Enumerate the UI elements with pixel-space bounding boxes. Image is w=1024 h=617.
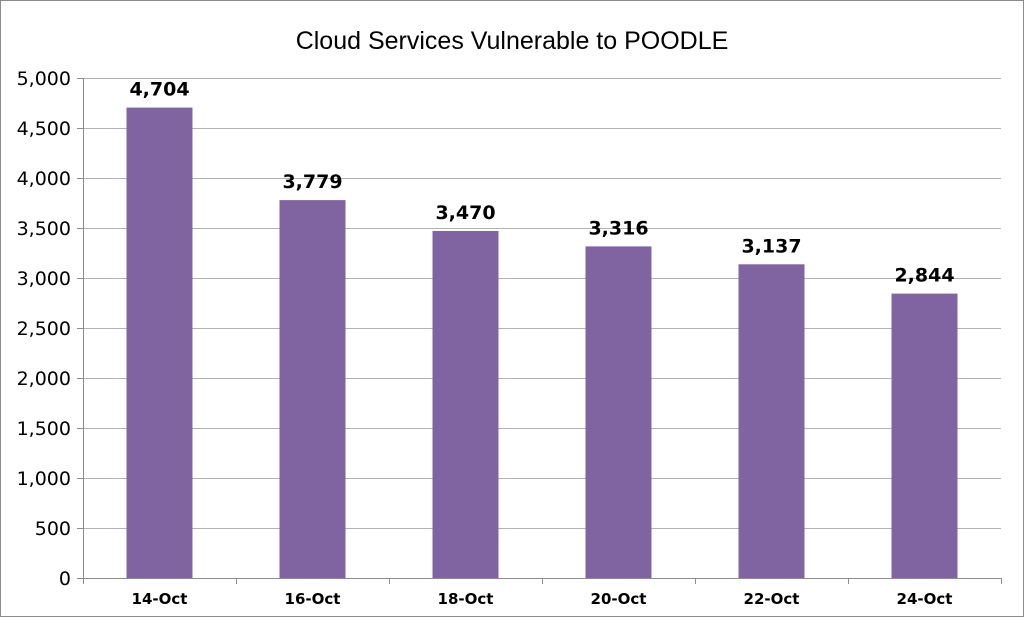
bars [126,107,958,578]
bar [279,200,346,578]
x-tick-label: 20-Oct [591,590,647,608]
y-tick-label: 2,000 [17,368,71,390]
x-axis-ticks: 14-Oct 16-Oct 18-Oct 20-Oct 22-Oct 24-Oct [83,578,1002,608]
y-tick-label: 1,500 [17,418,71,440]
bar [891,293,958,578]
bar [738,264,805,578]
x-tick-label: 22-Oct [744,590,800,608]
y-tick-label: 2,500 [17,318,71,340]
bar [432,231,499,578]
y-tick-label: 4,000 [17,168,71,190]
data-label: 3,470 [435,202,495,224]
y-tick-label: 4,500 [17,118,71,140]
data-label: 3,137 [741,235,801,257]
x-tick-label: 14-Oct [132,590,188,608]
bar [585,246,652,578]
y-tick-label: 500 [35,518,71,540]
chart-title: Cloud Services Vulnerable to POODLE [296,27,729,55]
bar [126,107,193,578]
data-label: 4,704 [129,79,189,101]
data-label: 3,316 [588,217,648,239]
axes [83,78,1001,579]
data-labels: 4,704 3,779 3,470 3,316 3,137 2,844 [129,79,954,287]
gridlines [83,78,1001,529]
y-tick-label: 3,000 [17,268,71,290]
x-tick-label: 24-Oct [897,590,953,608]
x-tick-label: 16-Oct [285,590,341,608]
y-axis-ticks: 0 500 1,000 1,500 2,000 2,500 3,000 3,500 4,000 4… [17,68,83,590]
y-tick-label: 0 [59,568,71,590]
data-label: 3,779 [282,171,342,193]
x-tick-label: 18-Oct [438,590,494,608]
y-tick-label: 5,000 [17,68,71,90]
data-label: 2,844 [894,265,954,287]
y-tick-label: 3,500 [17,218,71,240]
y-tick-label: 1,000 [17,468,71,490]
